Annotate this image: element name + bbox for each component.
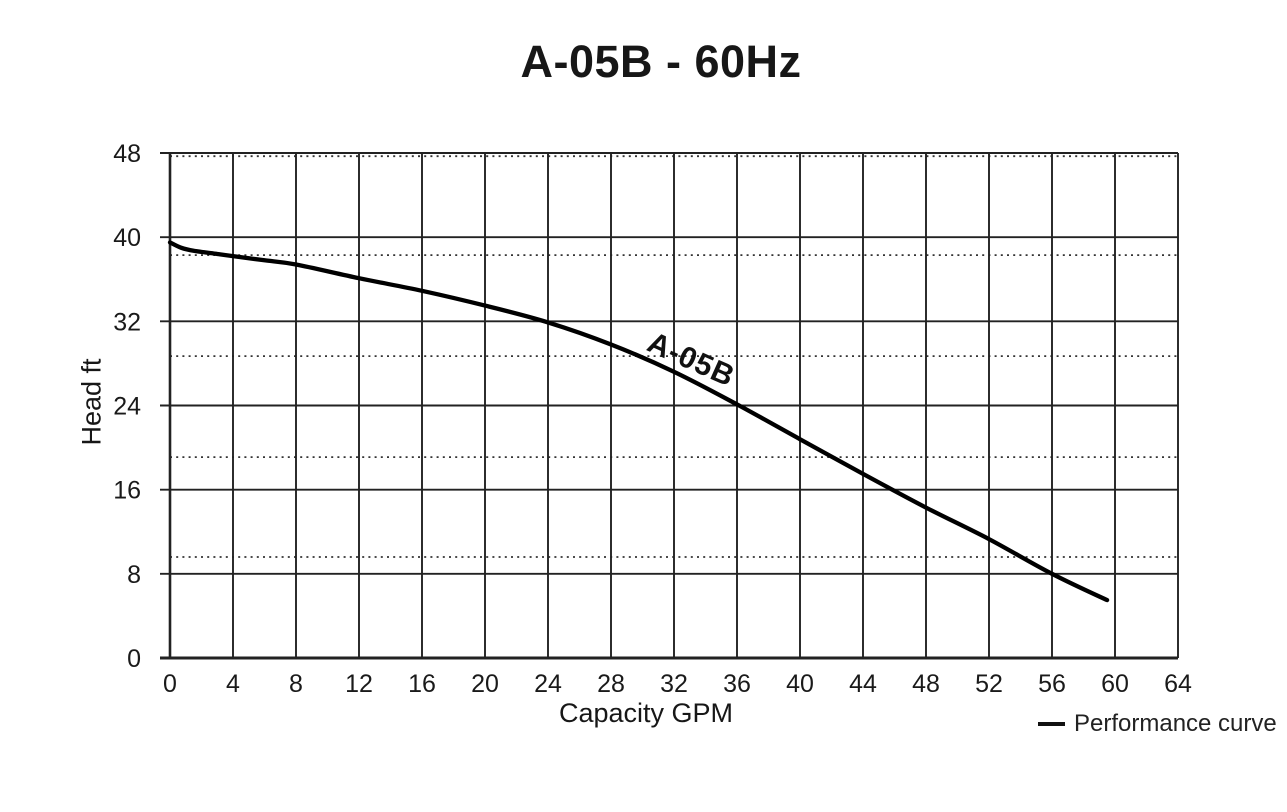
x-tick-label: 64 xyxy=(1164,670,1192,698)
x-tick-label: 48 xyxy=(912,670,940,698)
x-tick-label: 4 xyxy=(226,670,240,698)
y-tick-label: 8 xyxy=(127,561,141,589)
x-tick-label: 12 xyxy=(345,670,373,698)
x-tick-label: 28 xyxy=(597,670,625,698)
x-tick-label: 20 xyxy=(471,670,499,698)
chart-title: A-05B - 60Hz xyxy=(520,36,802,87)
x-tick-label: 8 xyxy=(289,670,303,698)
y-tick-label: 16 xyxy=(113,477,141,505)
performance-curve-path xyxy=(167,240,1110,603)
legend: Performance curve xyxy=(1038,710,1277,738)
x-tick-label: 36 xyxy=(723,670,751,698)
y-tick-label: 24 xyxy=(113,393,141,421)
legend-line-swatch xyxy=(1038,722,1065,726)
y-tick-label: 40 xyxy=(113,224,141,252)
y-axis-label: Head ft xyxy=(76,358,107,446)
y-tick-label: 48 xyxy=(113,140,141,168)
x-tick-label: 52 xyxy=(975,670,1003,698)
x-axis-label: Capacity GPM xyxy=(558,698,734,728)
x-tick-label: 40 xyxy=(786,670,814,698)
x-tick-label: 56 xyxy=(1038,670,1066,698)
x-tick-label: 24 xyxy=(534,670,562,698)
x-tick-label: 32 xyxy=(660,670,688,698)
x-tick-label: 60 xyxy=(1101,670,1129,698)
x-tick-label: 44 xyxy=(849,670,877,698)
y-tick-label: 0 xyxy=(127,645,141,673)
x-tick-label: 0 xyxy=(163,670,177,698)
x-tick-label: 16 xyxy=(408,670,436,698)
y-tick-label: 32 xyxy=(113,308,141,336)
legend-label: Performance curve xyxy=(1074,710,1277,737)
